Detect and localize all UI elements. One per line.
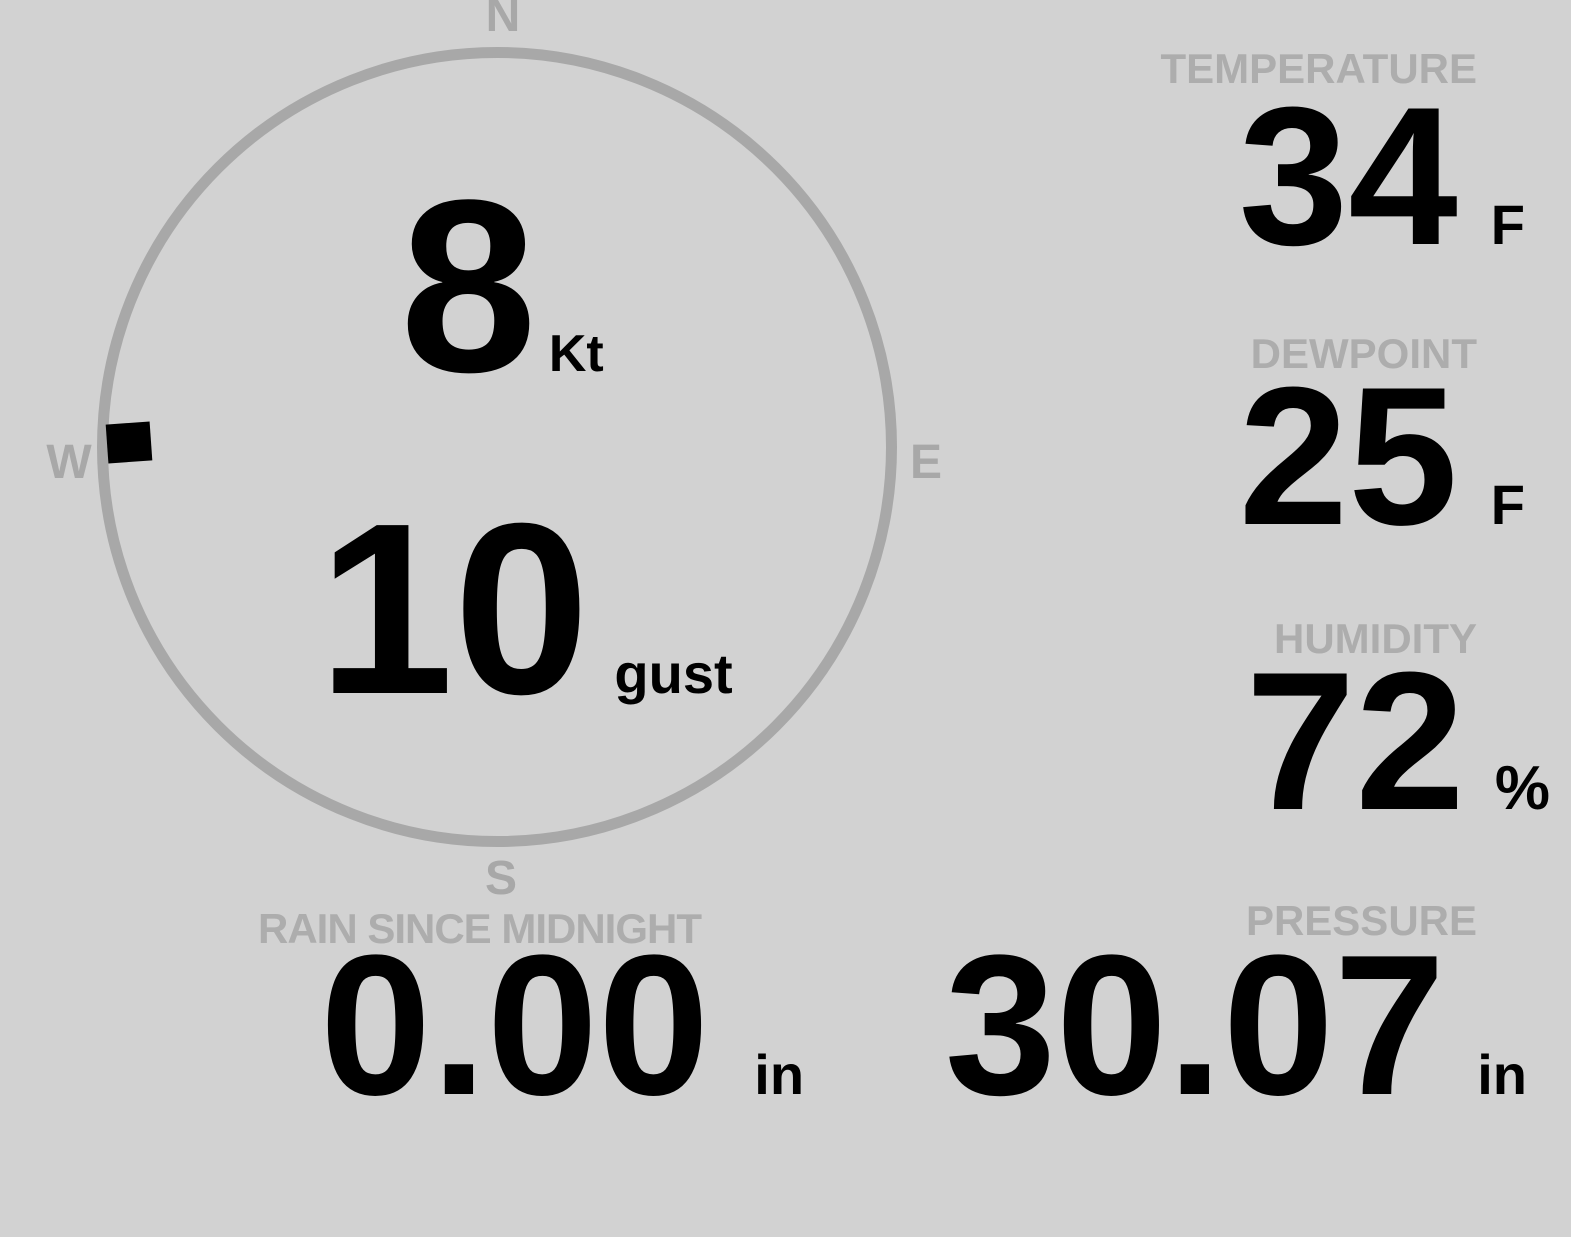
humidity-label: HUMIDITY [1274, 615, 1477, 662]
compass-label-north: N [485, 0, 521, 42]
pressure-label: PRESSURE [1245, 897, 1477, 944]
pressure-reading: 30.07 in [945, 926, 1527, 1126]
wind-speed-unit: Kt [548, 325, 604, 383]
wind-gust: 10 gust [318, 487, 733, 731]
rain-since-midnight-reading: 0.00 in [320, 926, 804, 1126]
dewpoint-value: 25 [1238, 346, 1458, 566]
wind-gust-unit: gust [614, 642, 733, 705]
compass-label-east: E [909, 436, 943, 489]
rain-since-midnight-unit: in [754, 1043, 805, 1106]
rain-since-midnight-label: RAIN SINCE MIDNIGHT [258, 905, 702, 952]
rain-since-midnight-value: 0.00 [320, 914, 710, 1137]
wind-direction-marker [105, 421, 153, 464]
humidity-unit: % [1494, 754, 1550, 823]
temperature-reading: 34 F [1239, 78, 1525, 275]
temperature-unit: F [1490, 193, 1525, 256]
wind-speed-value: 8 [400, 149, 537, 424]
compass-label-west: W [46, 436, 92, 489]
pressure-unit: in [1477, 1043, 1527, 1106]
temperature-label: TEMPERATURE [1160, 45, 1477, 92]
dewpoint-reading: 25 F [1239, 358, 1525, 555]
dewpoint-label: DEWPOINT [1250, 330, 1477, 377]
humidity-reading: 72 % [1246, 643, 1550, 840]
humidity-value: 72 [1245, 631, 1465, 851]
wind-compass-dial [97, 47, 897, 847]
wind-speed: 8 Kt [400, 164, 604, 410]
compass-label-south: S [484, 852, 518, 905]
pressure-value: 30.07 [944, 914, 1446, 1137]
wind-gust-value: 10 [318, 472, 590, 745]
dewpoint-unit: F [1490, 473, 1525, 536]
temperature-value: 34 [1238, 66, 1458, 286]
